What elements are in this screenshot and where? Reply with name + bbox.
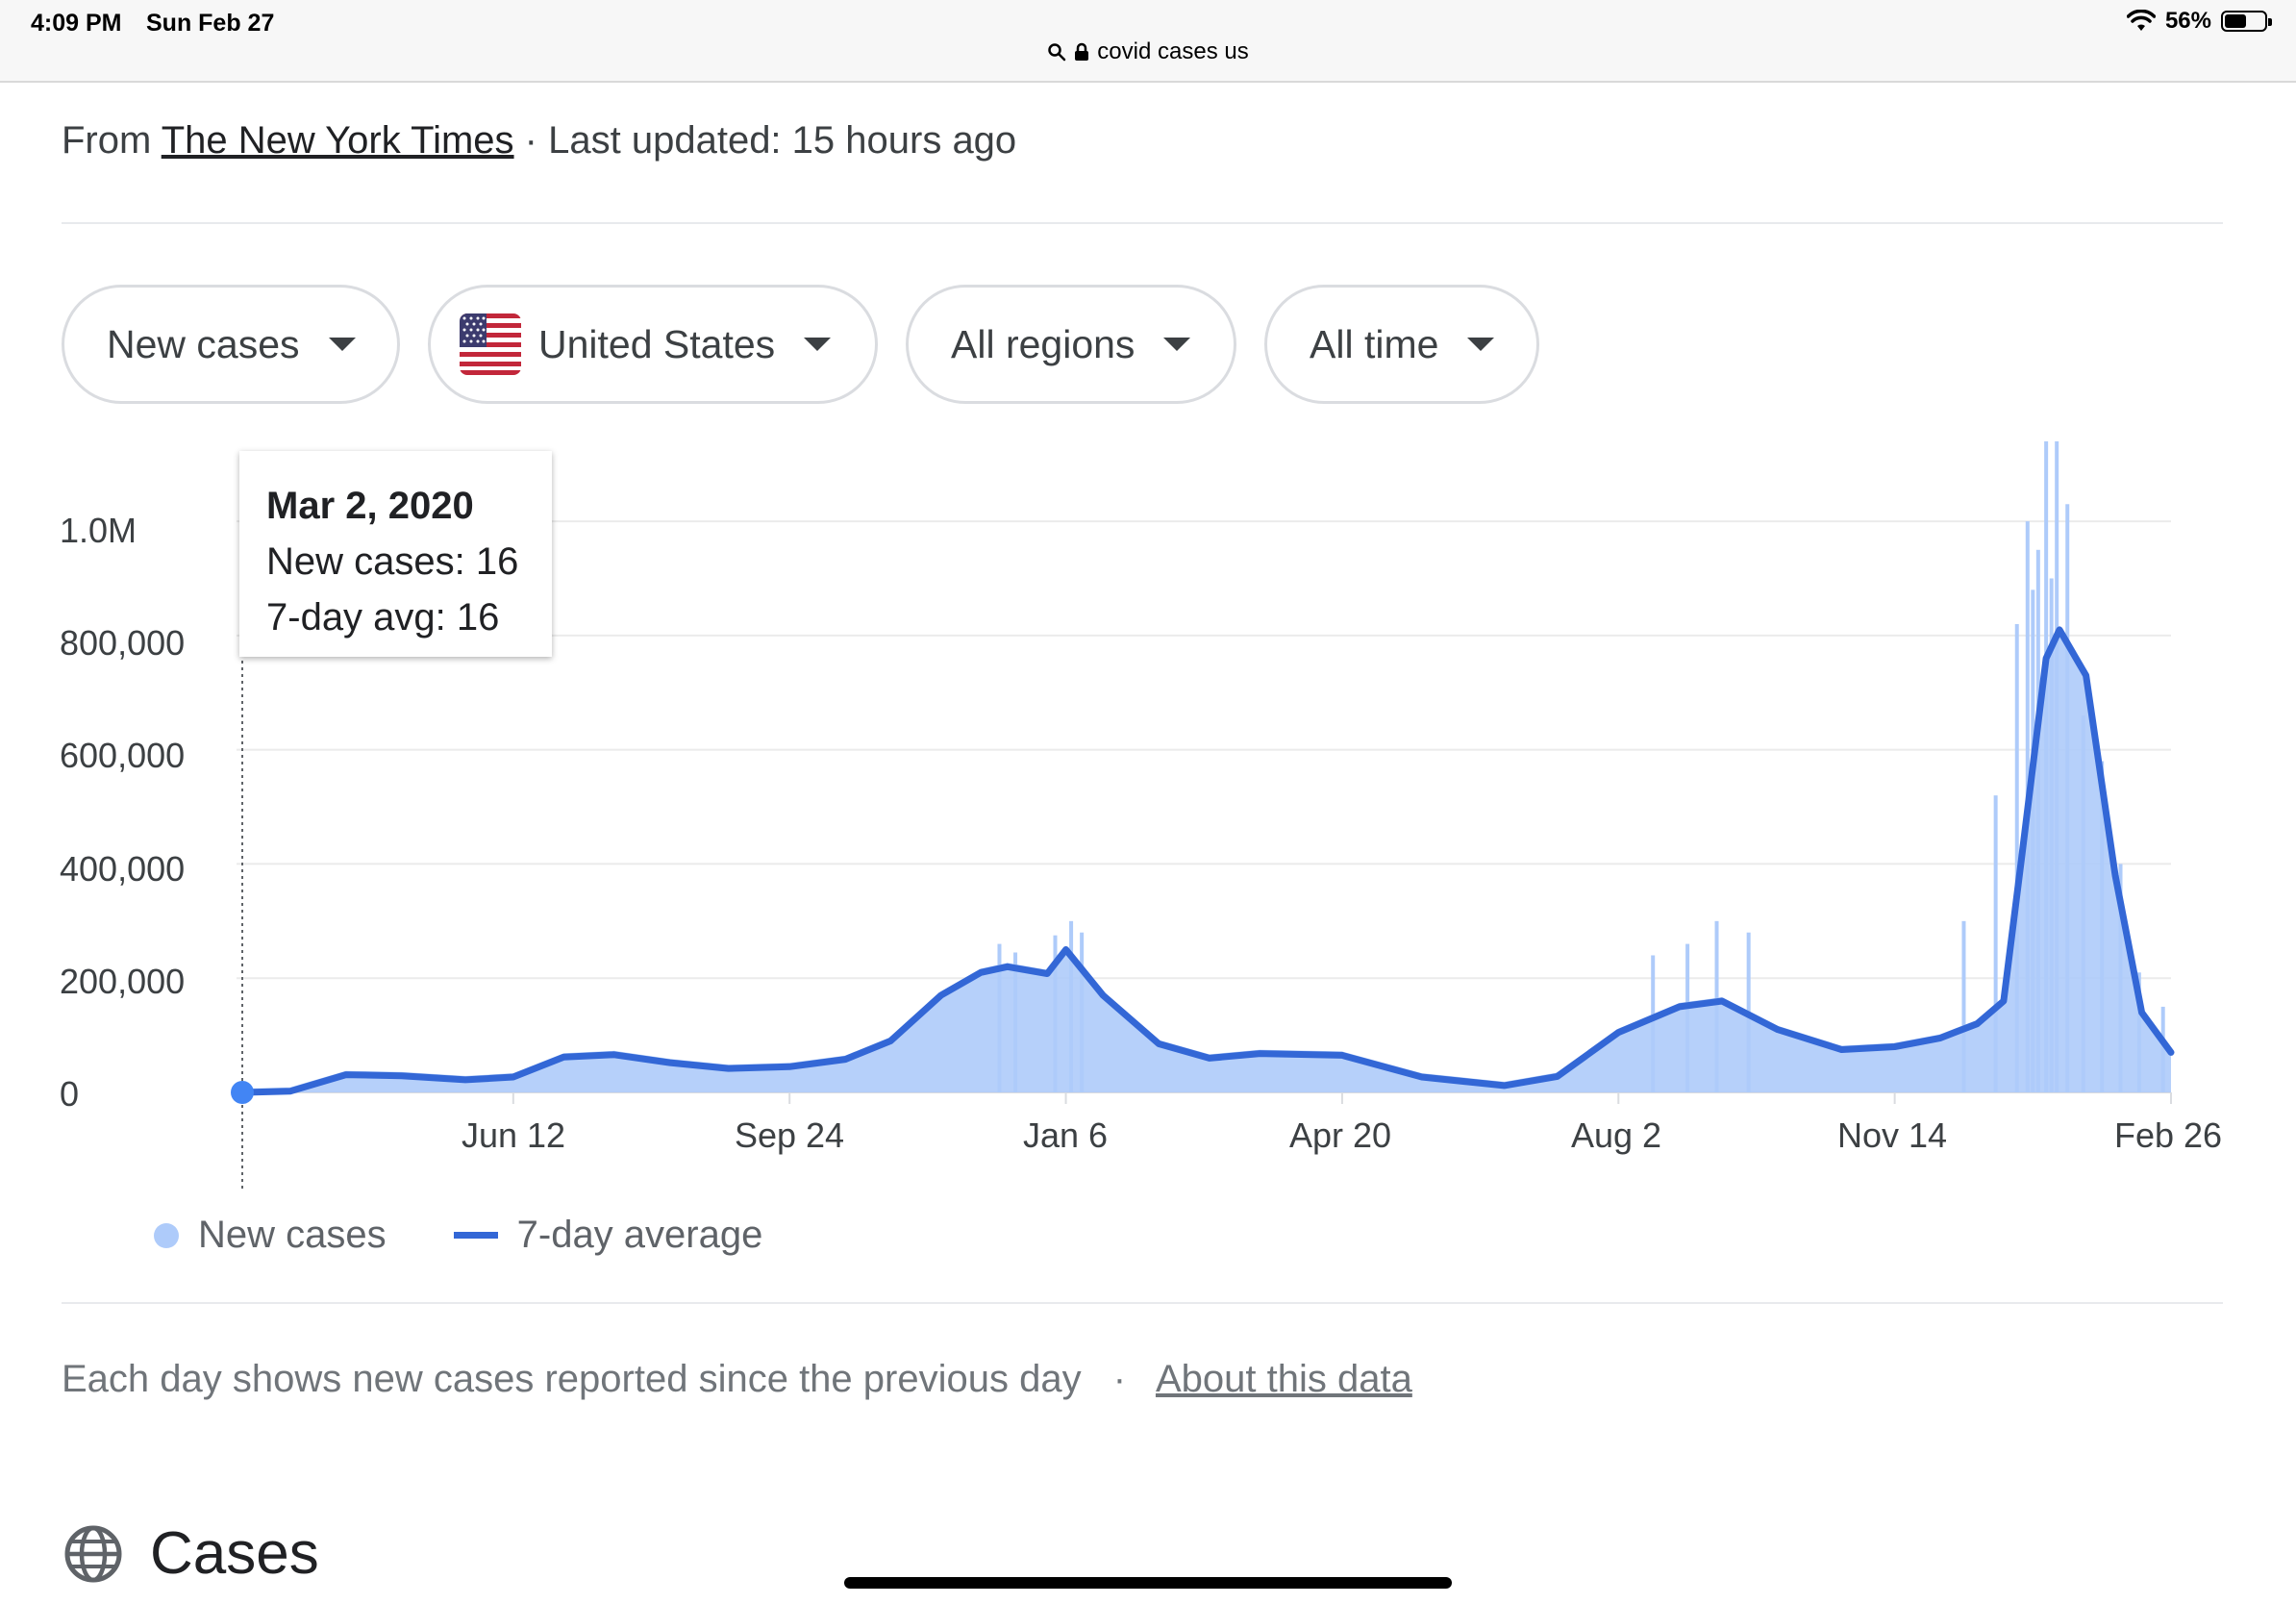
chart-canvas[interactable]	[0, 423, 2296, 1221]
y-tick-label: 400,000	[60, 849, 186, 889]
legend-new-cases: New cases	[198, 1214, 387, 1256]
last-updated: Last updated: 15 hours ago	[548, 119, 1017, 162]
new-cases-bar	[1080, 932, 1085, 1092]
cases-title: Cases	[150, 1520, 319, 1587]
status-date: Sun Feb 27	[146, 10, 275, 37]
new-cases-bar	[2014, 623, 2019, 1092]
caret-down-icon	[804, 338, 832, 351]
cases-chart[interactable]: 1.0M 800,000 600,000 400,000 200,000 0 J…	[0, 423, 2296, 1221]
new-cases-bar	[1714, 920, 1719, 1092]
tooltip-average: 7-day avg: 16	[266, 596, 500, 639]
tooltip-new-cases: New cases: 16	[266, 540, 519, 583]
new-cases-bar	[2044, 440, 2049, 1093]
country-label: United States	[538, 321, 776, 366]
chart-tooltip: Mar 2, 2020 New cases: 16 7-day avg: 16	[239, 451, 552, 657]
new-cases-bar	[1685, 943, 1690, 1092]
new-cases-bar	[1651, 955, 1656, 1092]
new-cases-bar	[2081, 715, 2085, 1092]
caret-down-icon	[328, 338, 356, 351]
source-link[interactable]: The New York Times	[161, 119, 514, 162]
y-tick-label: 0	[60, 1074, 80, 1114]
x-tick-label: Nov 14	[1836, 1115, 1948, 1155]
lock-icon	[1075, 42, 1089, 61]
x-tick-label: Aug 2	[1570, 1115, 1662, 1155]
status-time: 4:09 PM	[31, 10, 122, 37]
x-tick-label: Apr 20	[1288, 1115, 1392, 1155]
x-tick-label: Sep 24	[734, 1115, 845, 1155]
us-flag-icon	[460, 313, 521, 375]
y-tick-label: 600,000	[60, 736, 186, 775]
legend-average: 7-day average	[516, 1214, 763, 1256]
region-label: All regions	[951, 321, 1136, 366]
battery-percent: 56%	[2164, 8, 2211, 34]
tooltip-date: Mar 2, 2020	[266, 485, 474, 527]
address-bar[interactable]: covid cases us	[0, 38, 2296, 65]
new-cases-area	[242, 625, 2171, 1092]
time-range-dropdown[interactable]: All time	[1264, 285, 1539, 404]
x-tick-label: Jan 6	[1022, 1115, 1109, 1155]
y-tick-label: 800,000	[60, 623, 186, 663]
new-cases-bar	[2049, 578, 2054, 1092]
new-cases-bar	[1013, 952, 1018, 1092]
y-tick-label: 1.0M	[60, 511, 137, 550]
caret-down-icon	[1163, 338, 1191, 351]
battery-icon	[2221, 11, 2272, 32]
new-cases-bar	[2118, 864, 2123, 1092]
new-cases-bar	[2160, 1006, 2165, 1092]
x-tick-label: Feb 26	[2113, 1115, 2223, 1155]
chart-legend: New cases 7-day average	[154, 1214, 762, 1257]
caret-down-icon	[1467, 338, 1495, 351]
cases-section-header[interactable]: Cases	[63, 1519, 319, 1588]
search-icon	[1048, 43, 1066, 62]
new-cases-bar	[1053, 935, 1058, 1092]
globe-icon	[64, 1525, 122, 1582]
new-cases-bar	[2065, 504, 2070, 1092]
new-cases-bar	[1069, 920, 1074, 1092]
metric-label: New cases	[107, 321, 300, 366]
new-cases-bar	[2035, 549, 2040, 1092]
url-text: covid cases us	[1097, 38, 1249, 64]
about-data-link[interactable]: About this data	[1155, 1358, 1412, 1400]
country-dropdown[interactable]: United States	[428, 285, 878, 404]
new-cases-bar	[1961, 920, 1966, 1092]
new-cases-bar	[997, 943, 1002, 1092]
x-tick-label: Jun 12	[461, 1115, 566, 1155]
new-cases-bar	[2031, 589, 2035, 1092]
status-right: 56%	[2126, 8, 2272, 35]
source-prefix: From	[62, 119, 152, 162]
time-range-label: All time	[1310, 321, 1439, 366]
legend-line-icon	[453, 1232, 498, 1239]
seven-day-average-line	[238, 626, 2175, 1096]
note-text: Each day shows new cases reported since …	[62, 1358, 1082, 1400]
source-line: From The New York Times · Last updated: …	[62, 119, 1016, 163]
y-tick-label: 200,000	[60, 962, 186, 1001]
metric-dropdown[interactable]: New cases	[62, 285, 400, 404]
data-note: Each day shows new cases reported since …	[62, 1358, 1412, 1401]
source-separator: ·	[524, 119, 537, 162]
wifi-icon	[2126, 10, 2156, 31]
battery-level	[2225, 14, 2247, 28]
new-cases-bar	[1993, 795, 1998, 1092]
new-cases-bar	[2100, 761, 2105, 1092]
status-bar: 4:09 PM Sun Feb 27 56% covid cases us	[0, 0, 2296, 83]
note-separator: ·	[1112, 1358, 1127, 1400]
new-cases-bar	[2136, 972, 2141, 1092]
region-dropdown[interactable]: All regions	[906, 285, 1236, 404]
hover-marker	[231, 1081, 254, 1104]
divider-bottom	[62, 1302, 2223, 1304]
new-cases-bar	[2055, 440, 2059, 1093]
home-indicator	[844, 1577, 1452, 1589]
divider-top	[62, 222, 2223, 224]
legend-dot-icon	[154, 1222, 179, 1248]
